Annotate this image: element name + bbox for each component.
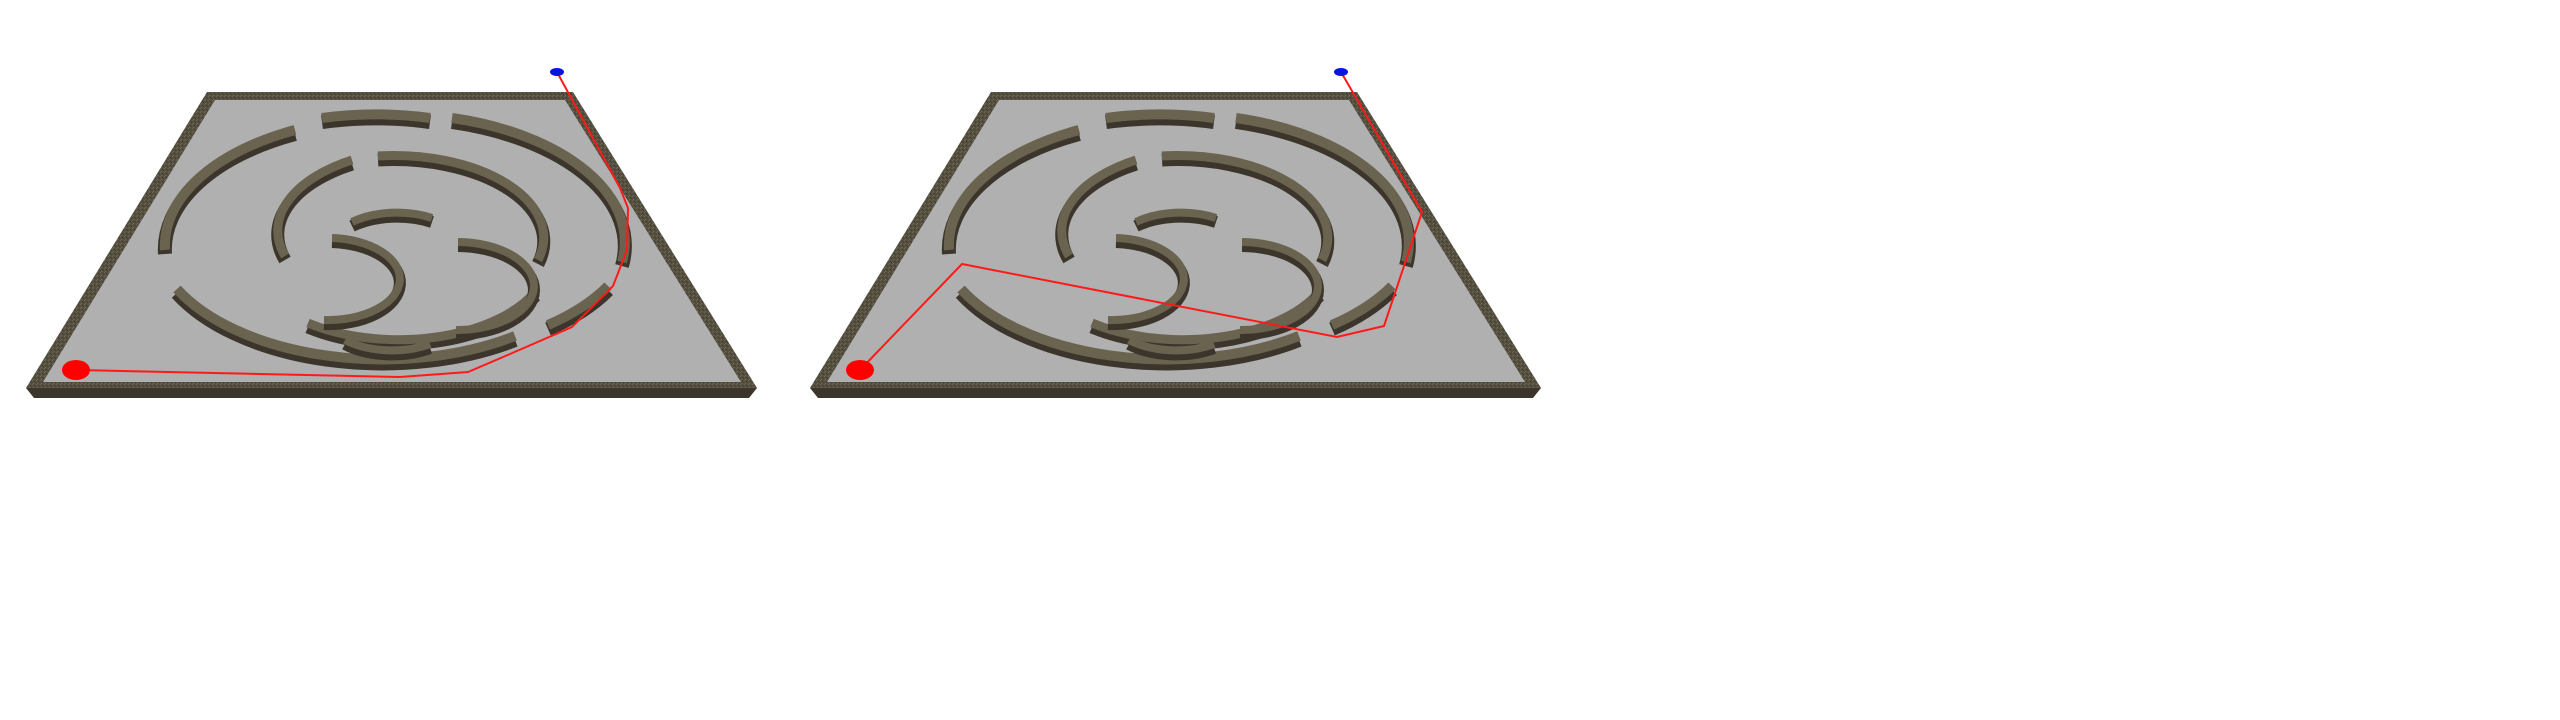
maze-board-right [784, 0, 1541, 398]
maze-panel-right [784, 0, 1541, 398]
solution-path-left [77, 71, 630, 379]
solution-path-right [859, 71, 1424, 371]
maze-panel-left [0, 0, 757, 398]
goal-marker-right [1334, 68, 1348, 76]
maze-board-left [0, 0, 757, 398]
start-marker-right [846, 360, 874, 380]
goal-marker-left [550, 68, 564, 76]
start-marker-left [62, 360, 90, 380]
